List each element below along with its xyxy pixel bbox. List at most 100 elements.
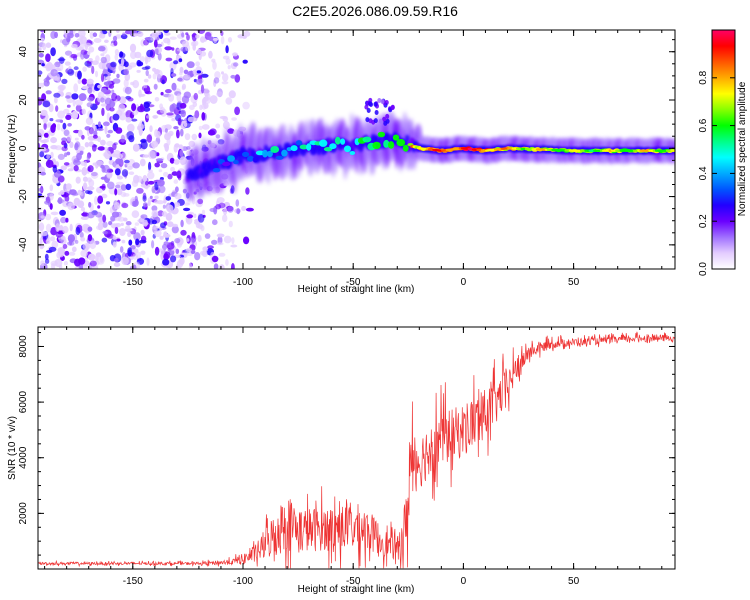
spectrogram-ytick-label: 20	[18, 94, 29, 106]
noise-blob	[67, 202, 75, 211]
noise-blob	[154, 48, 159, 55]
noise-blob	[222, 214, 228, 223]
noise-blob	[91, 60, 99, 65]
noise-blob	[98, 46, 106, 52]
noise-blob	[69, 141, 74, 148]
noise-blob	[112, 78, 121, 84]
noise-blob	[156, 30, 162, 36]
noise-blob	[86, 102, 93, 108]
noise-blob	[39, 237, 43, 246]
noise-blob	[90, 171, 99, 179]
noise-blob	[109, 107, 115, 112]
noise-blob	[82, 66, 87, 72]
noise-blob	[113, 40, 118, 46]
noise-blob	[87, 96, 94, 102]
noise-blob	[148, 161, 152, 171]
noise-blob	[119, 96, 127, 105]
noise-blob	[183, 74, 191, 80]
noise-blob	[197, 214, 205, 223]
noise-blob	[234, 106, 241, 116]
noise-blob	[173, 179, 179, 184]
colorbar-tick-label: 0.4	[698, 166, 709, 180]
noise-blob	[45, 42, 52, 48]
noise-blob	[50, 69, 58, 77]
noise-blob	[104, 146, 109, 152]
noise-blob	[231, 237, 235, 245]
ridge-peak	[329, 143, 337, 150]
noise-blob	[164, 132, 171, 141]
noise-blob	[211, 58, 216, 63]
noise-blob	[159, 106, 166, 114]
noise-blob	[111, 89, 115, 94]
noise-blob	[97, 84, 103, 89]
noise-blob	[80, 191, 84, 197]
noise-blob	[213, 37, 218, 44]
noise-blob	[137, 61, 144, 67]
noise-blob	[66, 32, 74, 39]
noise-blob	[232, 52, 238, 57]
ridge-peak	[295, 140, 303, 146]
noise-blob	[188, 140, 196, 147]
snr-ytick-label: 2000	[18, 502, 29, 525]
noise-blob	[74, 266, 80, 269]
noise-blob	[55, 119, 63, 123]
noise-blob	[81, 212, 89, 217]
noise-blob	[125, 110, 133, 119]
noise-blob	[171, 223, 178, 228]
noise-blob	[120, 134, 125, 144]
noise-blob	[112, 241, 117, 248]
snr-xtick-label: -100	[233, 576, 253, 587]
noise-blob	[234, 74, 241, 83]
noise-blob	[223, 207, 228, 216]
noise-blob	[57, 197, 63, 205]
noise-blob	[105, 76, 111, 81]
noise-blob	[83, 160, 88, 168]
noise-blob	[57, 175, 65, 183]
secondary-feature	[365, 117, 370, 123]
noise-blob	[78, 93, 87, 102]
noise-blob	[121, 256, 129, 266]
noise-blob	[49, 118, 54, 122]
noise-blob	[180, 229, 187, 236]
noise-blob	[112, 35, 118, 42]
noise-blob	[145, 69, 149, 77]
noise-blob	[54, 145, 62, 151]
noise-blob	[45, 53, 51, 62]
ridge-band	[238, 155, 244, 164]
noise-blob	[201, 124, 210, 130]
noise-blob	[104, 150, 112, 160]
noise-blob	[186, 146, 191, 150]
noise-blob	[147, 171, 155, 180]
noise-blob	[142, 195, 147, 202]
noise-blob	[50, 47, 56, 57]
noise-blob	[75, 226, 81, 236]
noise-blob	[95, 70, 98, 78]
noise-blob	[81, 134, 85, 140]
noise-blob	[56, 123, 61, 131]
noise-blob	[78, 257, 86, 265]
noise-blob	[104, 39, 109, 43]
noise-blob	[201, 209, 206, 215]
noise-blob	[123, 61, 129, 68]
noise-blob	[142, 175, 148, 182]
noise-blob	[82, 176, 88, 182]
noise-blob	[177, 117, 182, 126]
secondary-feature	[378, 118, 383, 124]
noise-blob	[163, 37, 171, 44]
noise-blob	[151, 205, 158, 212]
noise-blob	[39, 151, 45, 158]
noise-blob	[86, 154, 90, 161]
noise-blob	[222, 73, 229, 82]
noise-blob	[142, 202, 148, 208]
noise-blob	[179, 156, 188, 165]
noise-blob	[195, 61, 201, 67]
noise-blob	[208, 50, 213, 59]
noise-blob	[142, 154, 150, 158]
noise-blob	[49, 193, 54, 201]
noise-blob	[140, 214, 148, 219]
noise-blob	[104, 125, 108, 135]
noise-blob	[38, 222, 45, 232]
noise-blob	[95, 211, 103, 218]
noise-blob	[93, 130, 98, 137]
